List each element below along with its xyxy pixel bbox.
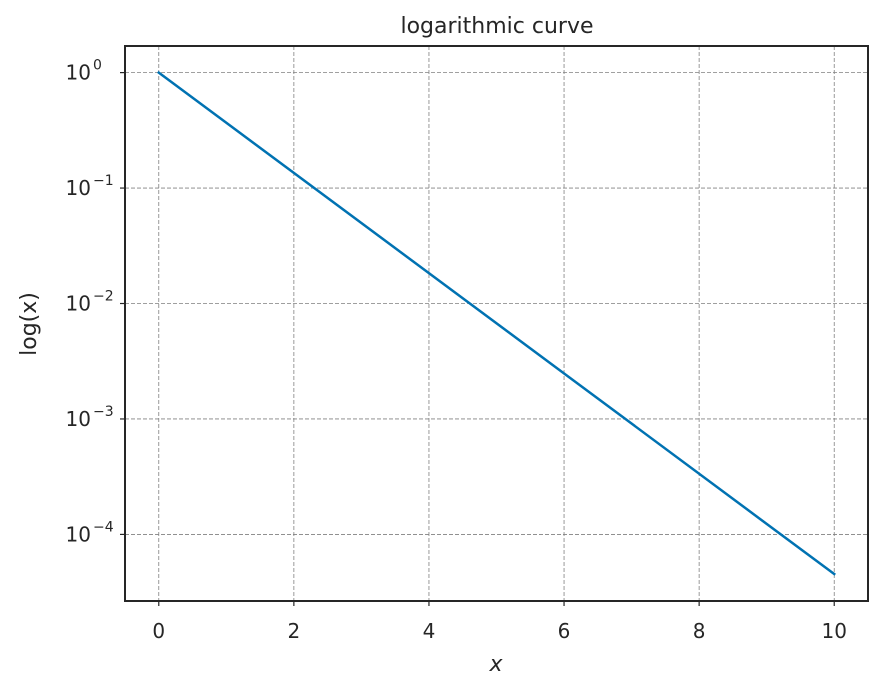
y-tick-label: 10 (66, 407, 91, 431)
x-tick-label: 4 (423, 619, 436, 643)
x-tick-label: 2 (287, 619, 300, 643)
y-tick-exponent: 0 (93, 58, 102, 74)
chart-title: logarithmic curve (400, 14, 593, 39)
grid (125, 46, 868, 601)
y-tick-exponent: −1 (93, 173, 114, 189)
y-tick-exponent: −2 (93, 289, 114, 305)
y-tick-label: 10 (66, 292, 91, 316)
x-tick-label: 10 (822, 619, 847, 643)
x-axis-label: x (488, 652, 503, 677)
x-axis-ticks: 0 2 4 6 8 10 (152, 601, 847, 643)
y-tick-exponent: −3 (93, 404, 114, 420)
x-tick-label: 0 (152, 619, 165, 643)
x-tick-label: 6 (558, 619, 571, 643)
series-line (157, 70, 836, 576)
y-axis-label: log(x) (17, 292, 42, 356)
y-tick-label: 10 (66, 522, 91, 546)
y-tick-label: 10 (66, 61, 91, 85)
x-tick-label: 8 (693, 619, 706, 643)
y-tick-label: 10 (66, 176, 91, 200)
y-tick-exponent: −4 (93, 519, 114, 535)
plot-frame (124, 45, 869, 602)
plot-area (157, 70, 836, 576)
